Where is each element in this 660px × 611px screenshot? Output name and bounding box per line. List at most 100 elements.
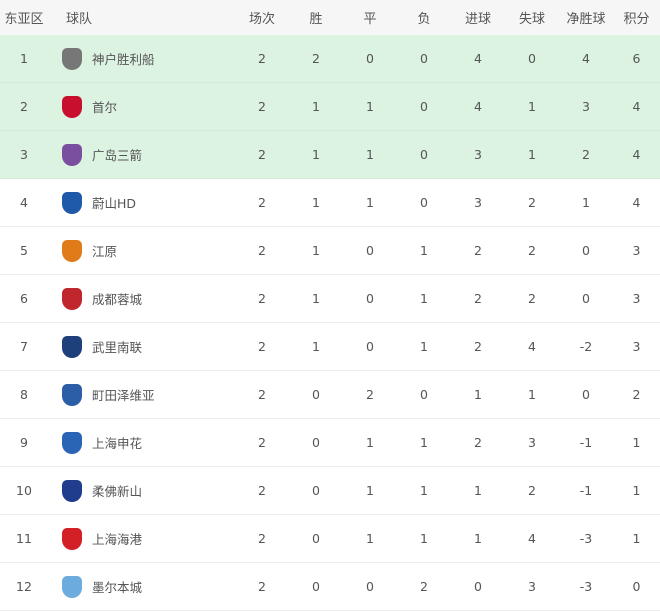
team-cell[interactable]: 蔚山HD bbox=[48, 178, 235, 227]
goal-diff-cell: -2 bbox=[559, 322, 613, 371]
melbourne-city-crest-icon bbox=[62, 575, 82, 598]
points-cell: 3 bbox=[613, 226, 660, 275]
table-row[interactable]: 10 柔佛新山 2 0 1 1 1 2 -1 1 bbox=[0, 466, 660, 515]
machida-zelvia-crest-icon bbox=[62, 383, 82, 406]
team-name[interactable]: 成都蓉城 bbox=[92, 292, 143, 307]
points-cell: 3 bbox=[613, 274, 660, 323]
played-cell: 2 bbox=[235, 370, 289, 419]
rank-cell: 7 bbox=[0, 322, 48, 371]
team-name[interactable]: 町田泽维亚 bbox=[92, 388, 155, 403]
table-row[interactable]: 3 广岛三箭 2 1 1 0 3 1 2 4 bbox=[0, 130, 660, 179]
table-row[interactable]: 4 蔚山HD 2 1 1 0 3 2 1 4 bbox=[0, 178, 660, 227]
team-cell[interactable]: 神户胜利船 bbox=[48, 35, 235, 83]
goals-for-cell: 2 bbox=[451, 322, 505, 371]
played-cell: 2 bbox=[235, 466, 289, 515]
lost-cell: 0 bbox=[397, 178, 451, 227]
team-cell[interactable]: 武里南联 bbox=[48, 322, 235, 371]
lost-cell: 1 bbox=[397, 466, 451, 515]
rank-cell: 1 bbox=[0, 35, 48, 83]
table-row[interactable]: 2 首尔 2 1 1 0 4 1 3 4 bbox=[0, 82, 660, 131]
goal-diff-cell: -3 bbox=[559, 562, 613, 611]
table-row[interactable]: 7 武里南联 2 1 0 1 2 4 -2 3 bbox=[0, 322, 660, 371]
won-cell: 0 bbox=[289, 370, 343, 419]
goals-against-cell: 3 bbox=[505, 562, 559, 611]
team-name[interactable]: 江原 bbox=[92, 244, 118, 259]
header-team: 球队 bbox=[48, 0, 235, 35]
team-cell[interactable]: 成都蓉城 bbox=[48, 274, 235, 323]
table-row[interactable]: 1 神户胜利船 2 2 0 0 4 0 4 6 bbox=[0, 35, 660, 83]
goal-diff-cell: 0 bbox=[559, 226, 613, 275]
drawn-cell: 1 bbox=[343, 418, 397, 467]
team-name[interactable]: 首尔 bbox=[92, 100, 118, 115]
rank-cell: 12 bbox=[0, 562, 48, 611]
won-cell: 1 bbox=[289, 130, 343, 179]
team-cell[interactable]: 江原 bbox=[48, 226, 235, 275]
team-name[interactable]: 武里南联 bbox=[92, 340, 143, 355]
won-cell: 1 bbox=[289, 274, 343, 323]
goal-diff-cell: 4 bbox=[559, 35, 613, 83]
goal-diff-cell: 3 bbox=[559, 82, 613, 131]
rank-cell: 4 bbox=[0, 178, 48, 227]
drawn-cell: 1 bbox=[343, 514, 397, 563]
goals-for-cell: 2 bbox=[451, 418, 505, 467]
table-row[interactable]: 9 上海申花 2 0 1 1 2 3 -1 1 bbox=[0, 418, 660, 467]
table-row[interactable]: 12 墨尔本城 2 0 0 2 0 3 -3 0 bbox=[0, 562, 660, 611]
goal-diff-cell: 0 bbox=[559, 274, 613, 323]
team-name[interactable]: 神户胜利船 bbox=[92, 52, 155, 67]
team-name[interactable]: 柔佛新山 bbox=[92, 484, 143, 499]
lost-cell: 1 bbox=[397, 514, 451, 563]
goals-for-cell: 3 bbox=[451, 130, 505, 179]
goals-against-cell: 0 bbox=[505, 35, 559, 83]
team-cell[interactable]: 上海申花 bbox=[48, 418, 235, 467]
goal-diff-cell: 0 bbox=[559, 370, 613, 419]
team-cell[interactable]: 墨尔本城 bbox=[48, 562, 235, 611]
won-cell: 0 bbox=[289, 418, 343, 467]
team-name[interactable]: 蔚山HD bbox=[92, 196, 137, 211]
rank-cell: 2 bbox=[0, 82, 48, 131]
johor-darul-tazim-crest-icon bbox=[62, 479, 82, 502]
rank-cell: 9 bbox=[0, 418, 48, 467]
team-cell[interactable]: 广岛三箭 bbox=[48, 130, 235, 179]
team-name[interactable]: 墨尔本城 bbox=[92, 580, 143, 595]
goals-against-cell: 2 bbox=[505, 466, 559, 515]
table-row[interactable]: 5 江原 2 1 0 1 2 2 0 3 bbox=[0, 226, 660, 275]
table-row[interactable]: 8 町田泽维亚 2 0 2 0 1 1 0 2 bbox=[0, 370, 660, 419]
goal-diff-cell: 2 bbox=[559, 130, 613, 179]
played-cell: 2 bbox=[235, 322, 289, 371]
team-cell[interactable]: 柔佛新山 bbox=[48, 466, 235, 515]
fc-seoul-crest-icon bbox=[62, 95, 82, 118]
won-cell: 1 bbox=[289, 322, 343, 371]
team-name[interactable]: 上海海港 bbox=[92, 532, 143, 547]
goal-diff-cell: -1 bbox=[559, 418, 613, 467]
header-row: 东亚区 球队 场次 胜 平 负 进球 失球 净胜球 积分 bbox=[0, 0, 660, 35]
drawn-cell: 0 bbox=[343, 35, 397, 83]
points-cell: 4 bbox=[613, 178, 660, 227]
won-cell: 1 bbox=[289, 226, 343, 275]
drawn-cell: 1 bbox=[343, 466, 397, 515]
points-cell: 3 bbox=[613, 322, 660, 371]
goals-against-cell: 1 bbox=[505, 82, 559, 131]
goals-against-cell: 4 bbox=[505, 322, 559, 371]
ulsan-hd-crest-icon bbox=[62, 191, 82, 214]
team-cell[interactable]: 首尔 bbox=[48, 82, 235, 131]
lost-cell: 2 bbox=[397, 562, 451, 611]
points-cell: 4 bbox=[613, 82, 660, 131]
goals-against-cell: 1 bbox=[505, 130, 559, 179]
team-cell[interactable]: 町田泽维亚 bbox=[48, 370, 235, 419]
header-lost: 负 bbox=[397, 0, 451, 35]
table-row[interactable]: 6 成都蓉城 2 1 0 1 2 2 0 3 bbox=[0, 274, 660, 323]
lost-cell: 1 bbox=[397, 322, 451, 371]
chengdu-rongcheng-crest-icon bbox=[62, 287, 82, 310]
team-name[interactable]: 上海申花 bbox=[92, 436, 143, 451]
played-cell: 2 bbox=[235, 35, 289, 83]
points-cell: 1 bbox=[613, 466, 660, 515]
rank-cell: 8 bbox=[0, 370, 48, 419]
played-cell: 2 bbox=[235, 226, 289, 275]
lost-cell: 1 bbox=[397, 418, 451, 467]
goals-against-cell: 4 bbox=[505, 514, 559, 563]
header-goal-diff: 净胜球 bbox=[559, 0, 613, 35]
team-name[interactable]: 广岛三箭 bbox=[92, 148, 143, 163]
team-cell[interactable]: 上海海港 bbox=[48, 514, 235, 563]
table-row[interactable]: 11 上海海港 2 0 1 1 1 4 -3 1 bbox=[0, 514, 660, 563]
points-cell: 4 bbox=[613, 130, 660, 179]
